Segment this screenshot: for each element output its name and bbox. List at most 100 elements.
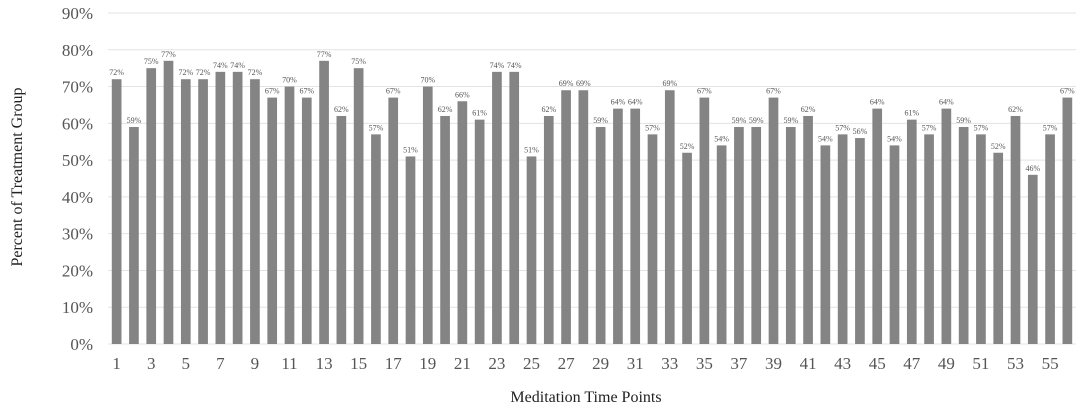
data-label: 70%	[282, 76, 297, 85]
data-label: 51%	[524, 145, 539, 154]
bar	[180, 79, 191, 344]
data-label: 69%	[662, 79, 677, 88]
bar	[232, 71, 243, 344]
x-tick-label: 49	[938, 354, 955, 373]
bar	[872, 108, 883, 344]
bar	[941, 108, 952, 344]
data-label: 54%	[818, 134, 833, 143]
bar	[111, 79, 122, 344]
x-tick-label: 31	[627, 354, 644, 373]
data-label: 61%	[472, 109, 487, 118]
bar	[1045, 134, 1055, 344]
x-tick-label: 29	[592, 354, 609, 373]
data-label: 62%	[541, 105, 556, 114]
bar	[751, 127, 762, 344]
bar	[613, 108, 623, 344]
data-label: 77%	[161, 50, 176, 59]
data-label: 59%	[749, 116, 764, 125]
bar	[1027, 174, 1038, 344]
bar	[198, 79, 208, 344]
x-tick-label: 43	[834, 354, 851, 373]
data-label: 62%	[334, 105, 349, 114]
x-tick-label: 33	[661, 354, 678, 373]
bar	[561, 90, 571, 344]
data-label: 46%	[1025, 164, 1040, 173]
data-label: 61%	[904, 109, 919, 118]
x-tick-label: 41	[800, 354, 817, 373]
bar	[371, 134, 381, 344]
data-label: 67%	[766, 87, 781, 96]
x-tick-label: 35	[696, 354, 713, 373]
x-tick-label: 13	[316, 354, 333, 373]
x-tick-label: 21	[454, 354, 471, 373]
bar	[129, 127, 139, 344]
bar	[889, 145, 900, 344]
data-label: 74%	[213, 61, 228, 70]
bar	[768, 97, 779, 344]
bar	[422, 86, 433, 345]
bar	[457, 101, 468, 345]
data-label: 62%	[801, 105, 816, 114]
data-label: 57%	[922, 123, 937, 132]
x-tick-label: 45	[869, 354, 886, 373]
bar	[958, 127, 969, 344]
y-axis-ticks: 0% 10% 20% 30% 40% 50% 60% 70% 80% 90%	[62, 4, 93, 354]
x-tick-label: 37	[730, 354, 748, 373]
x-tick-label: 11	[281, 354, 297, 373]
data-labels: 72%59%75%77%72% 72%74% 74%72%67%70%67%77%6…	[109, 50, 1075, 173]
data-label: 67%	[1060, 87, 1075, 96]
x-tick-label: 3	[147, 354, 156, 373]
y-tick-label: 70%	[62, 78, 93, 97]
bar	[492, 71, 502, 344]
x-tick-label: 1	[112, 354, 121, 373]
bar	[993, 152, 1004, 344]
data-label: 52%	[991, 142, 1006, 151]
x-tick-label: 39	[765, 354, 782, 373]
data-label: 62%	[438, 105, 453, 114]
bar	[474, 119, 485, 345]
data-label: 72%	[196, 68, 211, 77]
data-label: 52%	[680, 142, 695, 151]
x-tick-label: 15	[350, 354, 367, 373]
x-axis-title: Meditation Time Points	[510, 389, 661, 406]
y-tick-label: 20%	[62, 261, 93, 280]
data-label: 59%	[127, 116, 142, 125]
bar	[906, 119, 917, 345]
data-label: 74%	[230, 61, 245, 70]
data-label: 57%	[645, 123, 660, 132]
data-label: 67%	[386, 87, 401, 96]
data-label: 59%	[783, 116, 798, 125]
data-label: 66%	[455, 90, 470, 99]
x-tick-label: 25	[523, 354, 540, 373]
bar	[699, 97, 710, 344]
bar	[353, 68, 364, 345]
x-tick-label: 53	[1007, 354, 1024, 373]
y-tick-label: 40%	[62, 188, 93, 207]
data-label: 57%	[974, 123, 989, 132]
bar	[440, 115, 450, 344]
data-label: 64%	[611, 98, 626, 107]
bar	[820, 145, 831, 344]
x-tick-label: 5	[182, 354, 191, 373]
x-tick-label: 17	[385, 354, 403, 373]
bar	[716, 145, 727, 344]
data-label: 75%	[351, 57, 366, 66]
bar	[647, 134, 658, 344]
y-tick-label: 50%	[62, 151, 93, 170]
bar	[301, 97, 312, 344]
data-label: 59%	[732, 116, 747, 125]
data-label: 64%	[628, 98, 643, 107]
bar	[578, 90, 589, 344]
data-label: 54%	[714, 134, 729, 143]
bar	[215, 71, 226, 344]
x-tick-label: 47	[903, 354, 921, 373]
data-label: 57%	[1043, 123, 1058, 132]
bar	[664, 90, 675, 344]
data-label: 74%	[507, 61, 522, 70]
data-label: 64%	[939, 98, 954, 107]
data-label: 54%	[887, 134, 902, 143]
bar	[336, 115, 347, 344]
data-label: 62%	[1008, 105, 1023, 114]
data-label: 72%	[109, 68, 124, 77]
